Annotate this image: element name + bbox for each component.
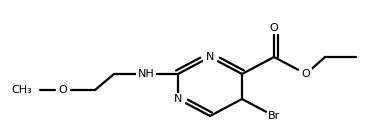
Text: Br: Br (268, 111, 280, 121)
Text: N: N (174, 94, 182, 104)
Text: O: O (59, 85, 68, 95)
Text: N: N (206, 52, 214, 62)
Text: O: O (270, 23, 278, 33)
Text: CH₃: CH₃ (11, 85, 32, 95)
Text: O: O (301, 69, 310, 79)
Text: NH: NH (138, 69, 154, 79)
